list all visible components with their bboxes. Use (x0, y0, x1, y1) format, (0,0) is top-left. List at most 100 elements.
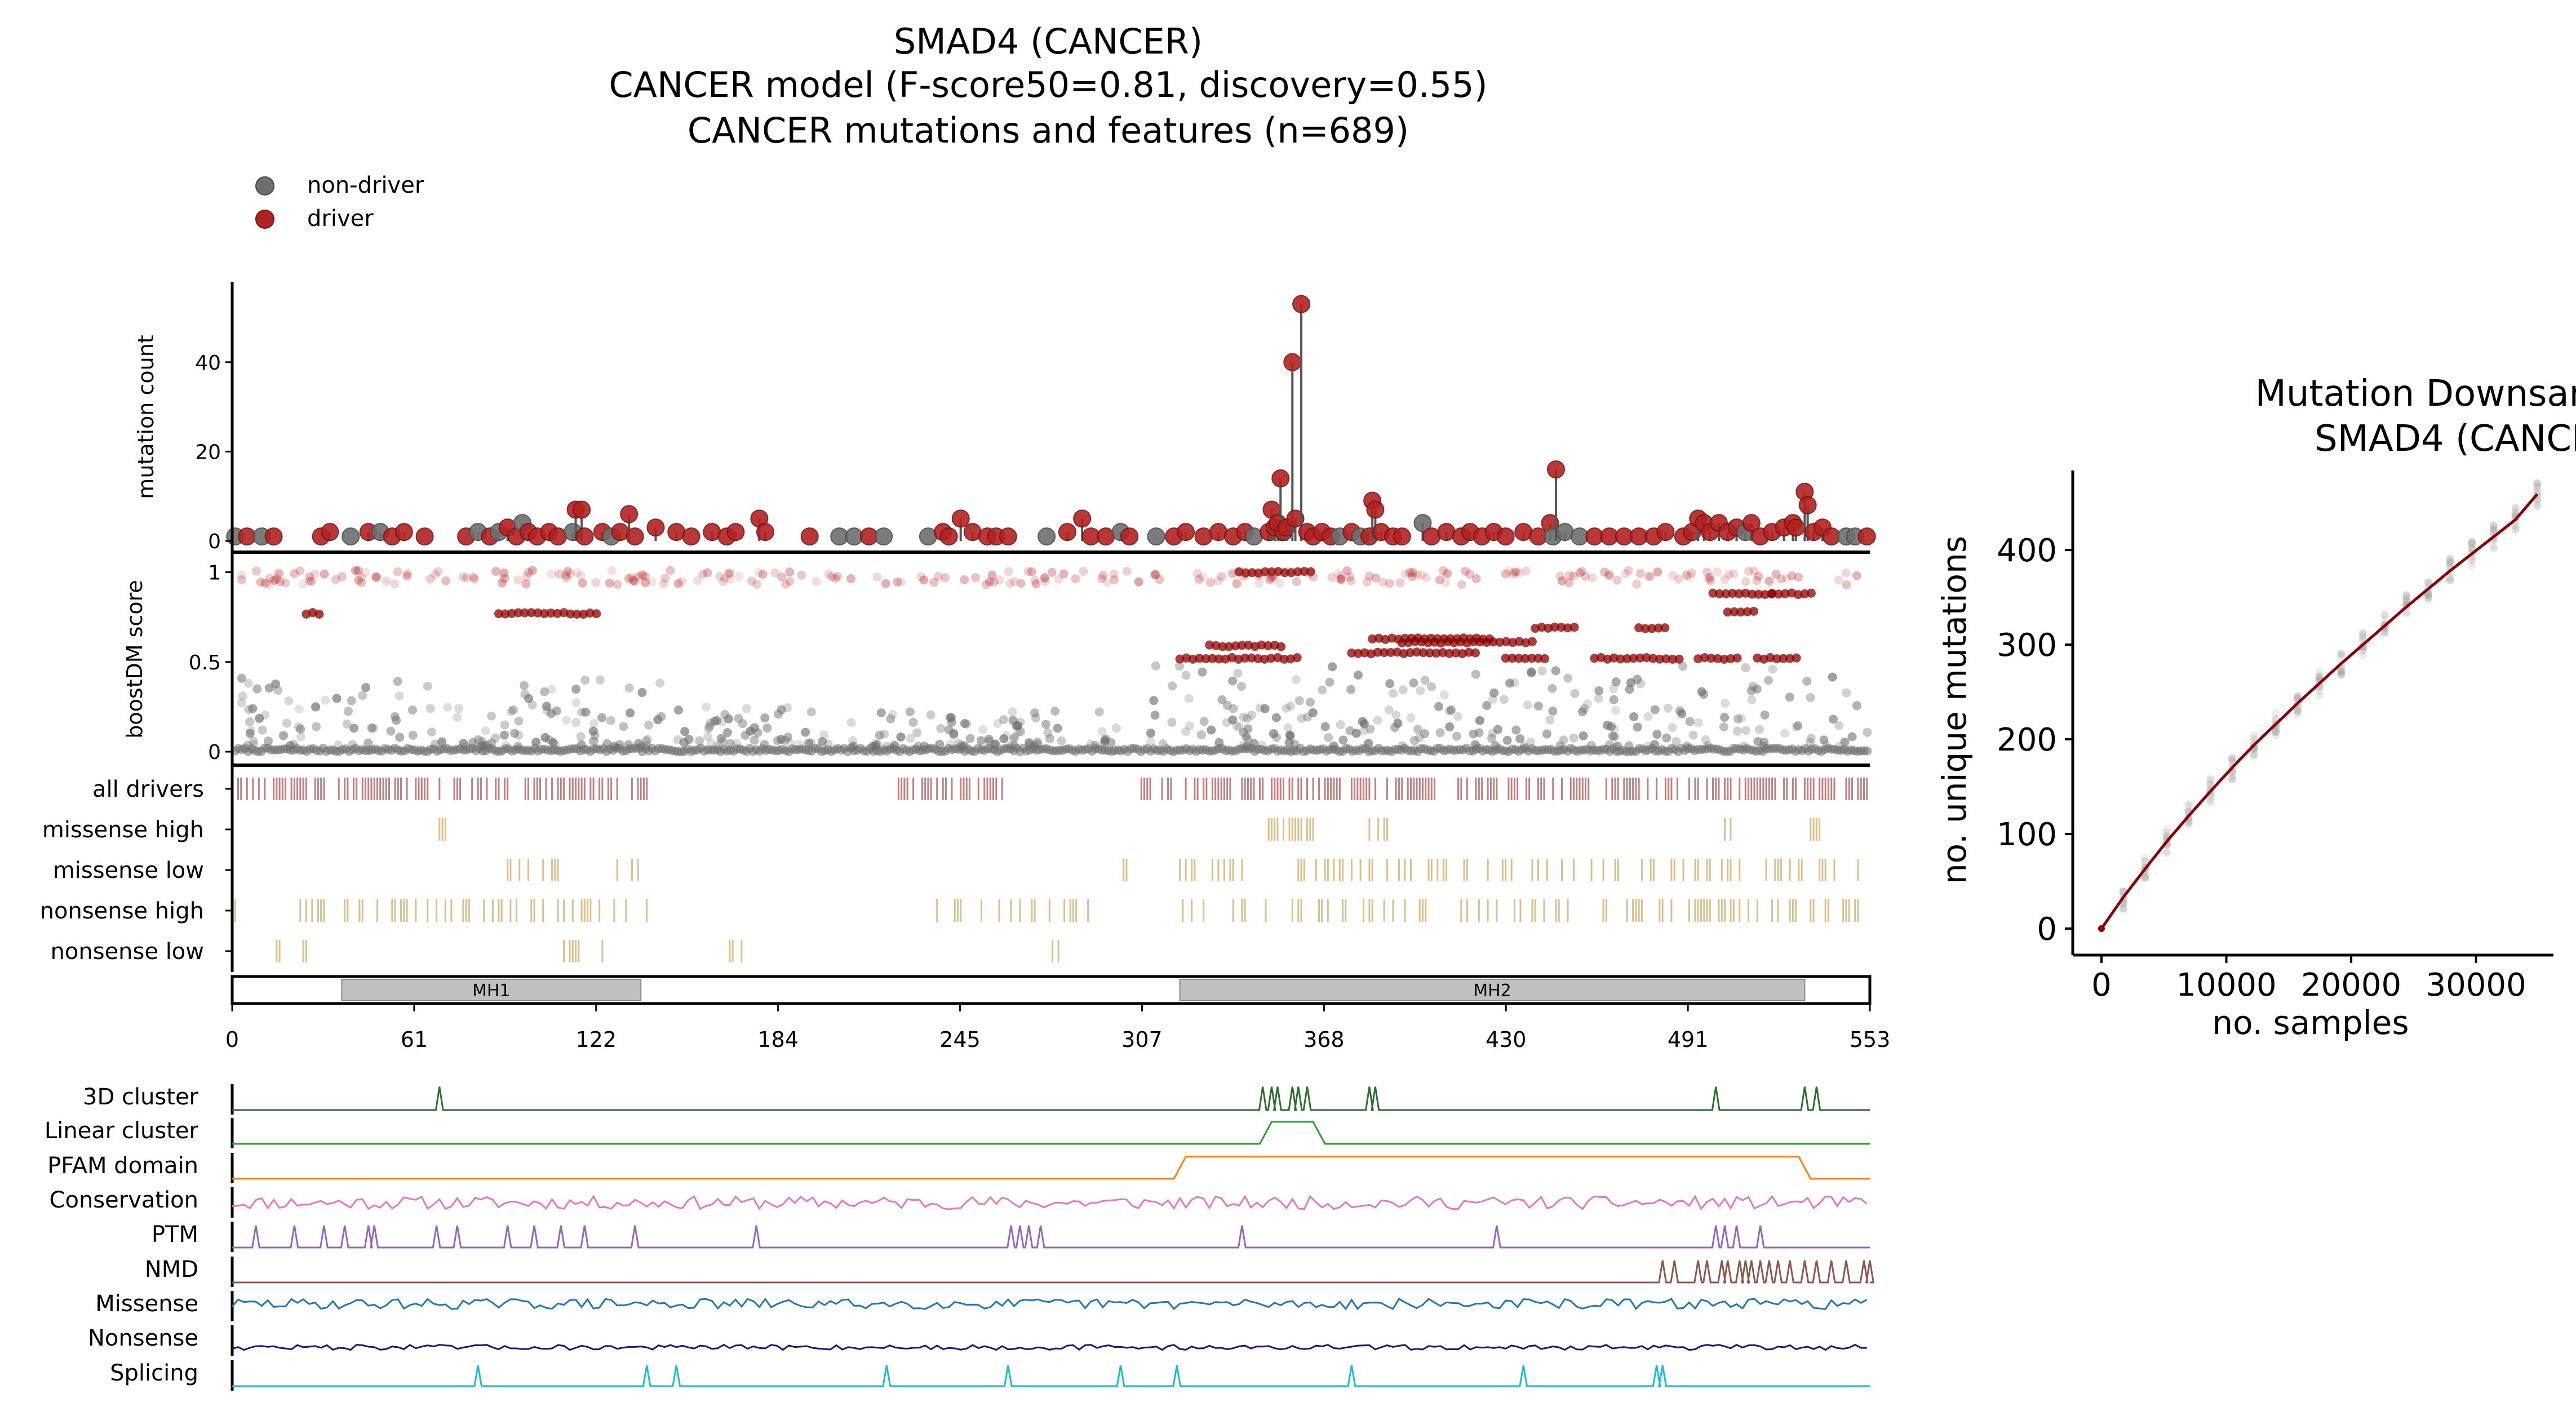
downsampling-sample-point-16 (2141, 874, 2149, 882)
downsampling-sample-point-152 (2337, 668, 2346, 676)
boostdm-point-1412 (1213, 576, 1223, 585)
boostdm-point-653 (846, 718, 856, 727)
domain-box-1 (1179, 979, 1806, 1001)
boostdm-point-910 (1233, 668, 1243, 678)
boostdm-point-521 (595, 675, 605, 685)
lollipop-point-3 (264, 527, 283, 546)
downsampling-sample-point-222 (2446, 575, 2454, 584)
boostdm-point-1210 (1417, 570, 1427, 580)
boostdm-point-1424 (393, 567, 402, 576)
boostdm-point-764 (1320, 722, 1330, 731)
boostdm-point-776 (1828, 672, 1837, 682)
boostdm-point-1354 (1134, 577, 1144, 587)
downsampling-sample-point-271 (2533, 479, 2542, 487)
boostdm-point-1385 (371, 572, 381, 582)
boostdm-point-1275 (1009, 576, 1019, 586)
boostdm-point-1235 (1198, 572, 1208, 582)
boostdm-point-1017 (1380, 648, 1389, 658)
boostdm-point-565 (454, 704, 464, 713)
boostdm-point-1106 (1700, 653, 1709, 663)
boostdm-point-962 (1741, 726, 1751, 735)
boostdm-point-501 (1863, 746, 1872, 756)
boostdm-point-821 (1542, 729, 1551, 739)
boostdm-point-1336 (1471, 574, 1481, 583)
boostdm-point-1355 (1668, 571, 1678, 580)
boostdm-point-1103 (1653, 623, 1663, 633)
downsampling-sample-point-143 (2337, 665, 2346, 674)
boostdm-point-946 (1759, 742, 1768, 751)
boostdm-point-1189 (1685, 572, 1695, 582)
boostdm-point-643 (673, 705, 683, 715)
boostdm-point-545 (394, 691, 404, 701)
boostdm-point-1395 (1054, 575, 1063, 584)
boostdm-point-781 (1551, 666, 1560, 676)
boostdm-point-611 (576, 732, 586, 742)
downsampling-sample-point-102 (2272, 728, 2280, 736)
boostdm-point-1027 (1444, 649, 1454, 658)
downsampling-sample-point-139 (2315, 672, 2324, 681)
boostdm-point-1375 (1205, 578, 1215, 587)
boostdm-point-1225 (357, 572, 366, 582)
boostdm-point-969 (1780, 729, 1790, 738)
feature-label-3: Conservation (50, 1187, 198, 1213)
downsampling-sample-point-219 (2446, 576, 2454, 585)
boostdm-point-753 (1111, 723, 1121, 733)
downsampling-sample-point-166 (2358, 633, 2367, 641)
boostdm-point-1136 (1780, 589, 1790, 598)
boostdm-point-920 (1445, 722, 1455, 732)
boostdm-point-952 (1482, 701, 1492, 711)
boostdm-point-523 (252, 684, 262, 694)
boostdm-point-1111 (1732, 653, 1742, 663)
downsampling-sample-point-241 (2489, 521, 2498, 530)
boostdm-point-975 (1175, 662, 1185, 671)
boostdm-point-800 (1594, 686, 1604, 695)
boostdm-point-1357 (1232, 579, 1242, 588)
boostdm-point-1283 (1400, 569, 1410, 579)
boostdm-point-1393 (831, 574, 840, 583)
boostdm-point-1156 (494, 609, 503, 619)
boostdm-point-1215 (1422, 573, 1431, 583)
boostdm-point-815 (1409, 736, 1419, 745)
downsampling-sample-point-73 (2228, 754, 2236, 762)
domain-label-0: MH1 (472, 981, 511, 1001)
boostdm-point-1337 (1270, 573, 1279, 583)
category-label-4: nonsense low (51, 939, 204, 965)
downsampling-sample-point-75 (2228, 774, 2236, 783)
boostdm-point-527 (602, 739, 612, 748)
downsampling-sample-point-193 (2402, 593, 2411, 602)
boostdm-point-595 (248, 704, 258, 713)
boostdm-point-1134 (1767, 589, 1777, 598)
boostdm-point-1377 (1442, 569, 1452, 579)
boostdm-point-1263 (1646, 572, 1655, 582)
boostdm-point-1112 (1708, 588, 1718, 598)
boostdm-point-536 (644, 720, 654, 730)
downsampling-sample-point-26 (2141, 854, 2149, 862)
downsampling-sample-point-90 (2250, 731, 2258, 740)
boostdm-point-1276 (1345, 572, 1355, 582)
boostdm-point-705 (888, 710, 897, 720)
boostdm-point-578 (332, 694, 342, 703)
boostdm-point-1245 (758, 570, 768, 579)
boostdm-point-650 (704, 723, 713, 733)
boostdm-point-1281 (1150, 570, 1160, 579)
feature-label-1: Linear cluster (45, 1118, 199, 1144)
boostdm-point-561 (342, 719, 352, 729)
boostdm-point-604 (481, 726, 490, 735)
boostdm-point-1140 (1806, 588, 1816, 598)
boostdm-point-916 (1609, 684, 1619, 694)
downsampling-sample-point-23 (2141, 872, 2149, 881)
downsampling-sample-point-171 (2380, 628, 2389, 636)
boostdm-point-670 (724, 714, 733, 723)
downsampling-sample-point-234 (2468, 539, 2476, 547)
boostdm-point-1316 (1564, 578, 1574, 588)
boostdm-point-1310 (1266, 573, 1276, 583)
boostdm-point-1192 (305, 576, 314, 586)
feature-line-0 (232, 1086, 1870, 1111)
boostdm-point-1177 (252, 566, 261, 576)
boostdm-point-675 (794, 739, 804, 749)
boostdm-point-1338 (1040, 574, 1049, 583)
boostdm-point-1168 (572, 609, 582, 619)
boostdm-point-1228 (785, 576, 795, 586)
boostdm-point-1312 (260, 578, 270, 588)
boostdm-point-979 (1236, 682, 1246, 691)
